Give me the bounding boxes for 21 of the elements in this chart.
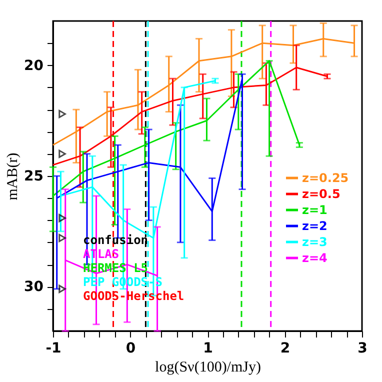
legend-label: z=4 (302, 251, 328, 265)
x-tick-label: 2 (280, 340, 290, 356)
y-axis-title: mAB(r) (5, 152, 22, 200)
x-tick-label: 1 (203, 340, 213, 356)
x-tick-label: 0 (126, 340, 136, 356)
x-axis-title: log(Sν(100)/mJy) (155, 360, 261, 376)
y-tick-label: 25 (24, 168, 44, 184)
point (58, 214, 66, 222)
legend-label: z=2 (302, 219, 328, 233)
legend-label: z=0.25 (302, 171, 349, 185)
point (58, 234, 66, 242)
legend-label: z=0.5 (302, 187, 340, 201)
y-tick-label: 20 (24, 58, 44, 74)
point (58, 110, 66, 118)
legend-label: z=3 (302, 235, 328, 249)
point (58, 284, 66, 294)
legend-label: z=1 (302, 203, 328, 217)
y-tick-label: 30 (24, 279, 44, 296)
x-tick-label: 3 (358, 340, 368, 356)
point (58, 150, 66, 158)
x-tick-label: -1 (46, 340, 62, 356)
